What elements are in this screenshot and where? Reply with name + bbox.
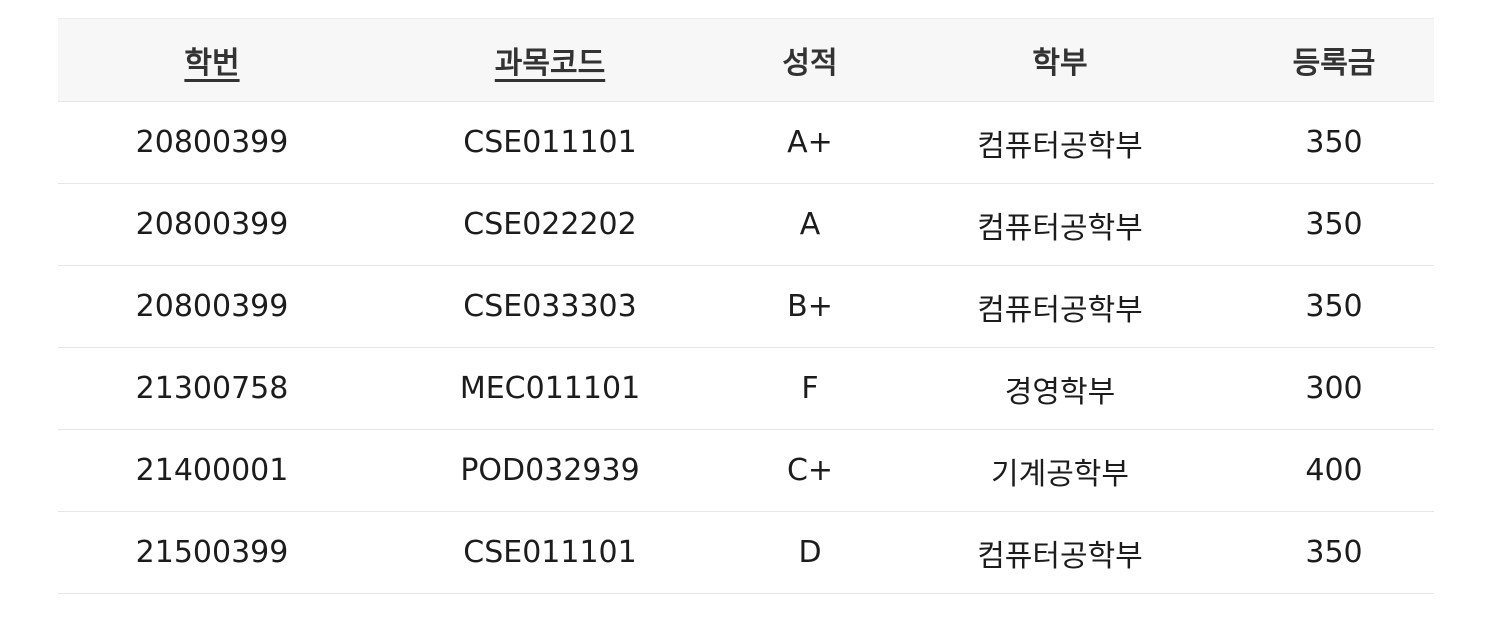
header-tuition: 등록금 — [1234, 18, 1434, 102]
cell-tuition: 350 — [1234, 183, 1434, 266]
table-row: 21500399 CSE011101 D 컴퓨터공학부 350 — [58, 511, 1434, 594]
cell-tuition: 350 — [1234, 265, 1434, 348]
cell-grade: A — [734, 183, 886, 266]
cell-student-id: 21400001 — [58, 429, 366, 512]
cell-course-code: POD032939 — [366, 429, 734, 512]
cell-tuition: 300 — [1234, 347, 1434, 430]
grades-table: 학번 과목코드 성적 학부 등록금 20800399 CSE011101 A+ … — [58, 18, 1434, 594]
cell-student-id: 20800399 — [58, 183, 366, 266]
cell-student-id: 21500399 — [58, 511, 366, 594]
cell-grade: C+ — [734, 429, 886, 512]
table-header: 학번 과목코드 성적 학부 등록금 — [58, 18, 1434, 102]
table-body: 20800399 CSE011101 A+ 컴퓨터공학부 350 2080039… — [58, 101, 1434, 594]
header-department: 학부 — [886, 18, 1234, 102]
cell-department: 컴퓨터공학부 — [886, 511, 1234, 594]
header-tuition-label: 등록금 — [1292, 46, 1376, 81]
cell-department: 경영학부 — [886, 347, 1234, 430]
cell-grade: B+ — [734, 265, 886, 348]
cell-course-code: MEC011101 — [366, 347, 734, 430]
cell-student-id: 20800399 — [58, 101, 366, 184]
cell-grade: D — [734, 511, 886, 594]
cell-course-code: CSE033303 — [366, 265, 734, 348]
table-row: 21300758 MEC011101 F 경영학부 300 — [58, 347, 1434, 430]
cell-grade: F — [734, 347, 886, 430]
cell-student-id: 20800399 — [58, 265, 366, 348]
cell-course-code: CSE011101 — [366, 101, 734, 184]
cell-grade: A+ — [734, 101, 886, 184]
cell-student-id: 21300758 — [58, 347, 366, 430]
grades-table-container: 학번 과목코드 성적 학부 등록금 20800399 CSE011101 A+ … — [58, 18, 1434, 594]
cell-tuition: 350 — [1234, 511, 1434, 594]
header-course-code-label[interactable]: 과목코드 — [494, 46, 606, 81]
table-row: 21400001 POD032939 C+ 기계공학부 400 — [58, 429, 1434, 512]
table-row: 20800399 CSE033303 B+ 컴퓨터공학부 350 — [58, 265, 1434, 348]
table-row: 20800399 CSE022202 A 컴퓨터공학부 350 — [58, 183, 1434, 266]
header-course-code[interactable]: 과목코드 — [366, 18, 734, 102]
cell-department: 컴퓨터공학부 — [886, 101, 1234, 184]
header-student-id[interactable]: 학번 — [58, 18, 366, 102]
header-student-id-label[interactable]: 학번 — [184, 46, 240, 81]
cell-tuition: 350 — [1234, 101, 1434, 184]
table-row: 20800399 CSE011101 A+ 컴퓨터공학부 350 — [58, 101, 1434, 184]
cell-course-code: CSE011101 — [366, 511, 734, 594]
header-department-label: 학부 — [1032, 46, 1088, 81]
header-grade: 성적 — [734, 18, 886, 102]
cell-tuition: 400 — [1234, 429, 1434, 512]
header-grade-label: 성적 — [782, 46, 838, 81]
header-row: 학번 과목코드 성적 학부 등록금 — [58, 18, 1434, 102]
cell-department: 기계공학부 — [886, 429, 1234, 512]
cell-course-code: CSE022202 — [366, 183, 734, 266]
cell-department: 컴퓨터공학부 — [886, 265, 1234, 348]
cell-department: 컴퓨터공학부 — [886, 183, 1234, 266]
